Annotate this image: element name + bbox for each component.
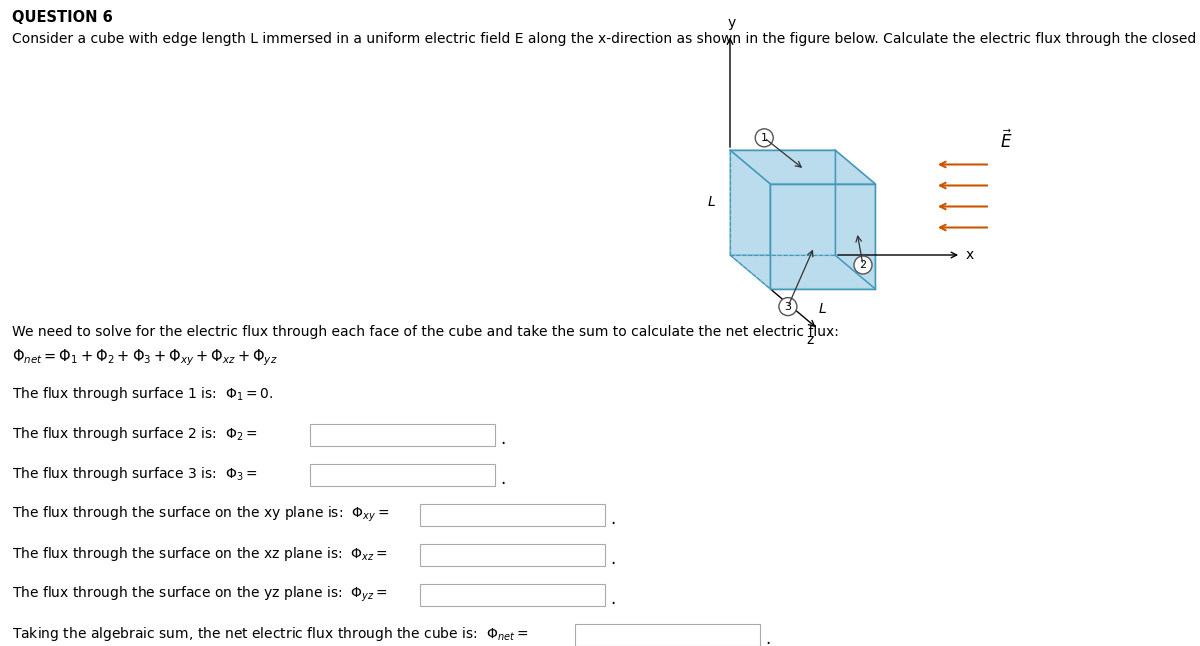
Text: $\Phi_{net} = \Phi_1 + \Phi_2 + \Phi_3 + \Phi_{xy} + \Phi_{xz} + \Phi_{yz}$: $\Phi_{net} = \Phi_1 + \Phi_2 + \Phi_3 +… — [12, 347, 277, 368]
Text: $L$: $L$ — [818, 302, 827, 316]
Text: The flux through the surface on the xz plane is:  $\Phi_{xz} =$: The flux through the surface on the xz p… — [12, 545, 388, 563]
Bar — [420, 544, 605, 566]
Text: 2: 2 — [859, 260, 866, 270]
Bar — [420, 504, 605, 526]
Bar — [310, 464, 496, 486]
Polygon shape — [730, 150, 835, 255]
Text: The flux through surface 3 is:  $\Phi_3 =$: The flux through surface 3 is: $\Phi_3 =… — [12, 465, 258, 483]
Text: .: . — [610, 510, 616, 528]
Polygon shape — [770, 183, 875, 289]
Polygon shape — [730, 150, 875, 183]
Text: The flux through surface 1 is:  $\Phi_1 = 0.$: The flux through surface 1 is: $\Phi_1 =… — [12, 385, 274, 403]
Bar — [310, 424, 496, 446]
Text: .: . — [610, 550, 616, 568]
Text: .: . — [500, 430, 505, 448]
Text: x: x — [966, 248, 974, 262]
Text: The flux through surface 2 is:  $\Phi_2 =$: The flux through surface 2 is: $\Phi_2 =… — [12, 425, 258, 443]
Circle shape — [854, 256, 872, 274]
Text: The flux through the surface on the xy plane is:  $\Phi_{xy} =$: The flux through the surface on the xy p… — [12, 505, 390, 525]
Text: 3: 3 — [785, 302, 792, 311]
Circle shape — [779, 298, 797, 316]
Text: QUESTION 6: QUESTION 6 — [12, 10, 113, 25]
Polygon shape — [730, 255, 875, 289]
Text: y: y — [728, 17, 736, 30]
Text: Consider a cube with edge length L immersed in a uniform electric field E along : Consider a cube with edge length L immer… — [12, 32, 1200, 46]
Text: The flux through the surface on the yz plane is:  $\Phi_{yz} =$: The flux through the surface on the yz p… — [12, 585, 388, 604]
Text: z: z — [806, 333, 814, 347]
Text: .: . — [500, 470, 505, 488]
Text: 1: 1 — [761, 133, 768, 143]
Text: Taking the algebraic sum, the net electric flux through the cube is:  $\Phi_{net: Taking the algebraic sum, the net electr… — [12, 625, 528, 643]
Circle shape — [755, 129, 773, 147]
Bar — [420, 584, 605, 606]
Text: $L$: $L$ — [707, 196, 716, 209]
Text: .: . — [610, 590, 616, 608]
Text: $\vec{E}$: $\vec{E}$ — [1000, 130, 1013, 152]
Polygon shape — [730, 150, 770, 289]
Text: .: . — [766, 630, 770, 646]
Text: We need to solve for the electric flux through each face of the cube and take th: We need to solve for the electric flux t… — [12, 325, 839, 339]
Polygon shape — [835, 150, 875, 289]
Bar — [575, 624, 760, 646]
